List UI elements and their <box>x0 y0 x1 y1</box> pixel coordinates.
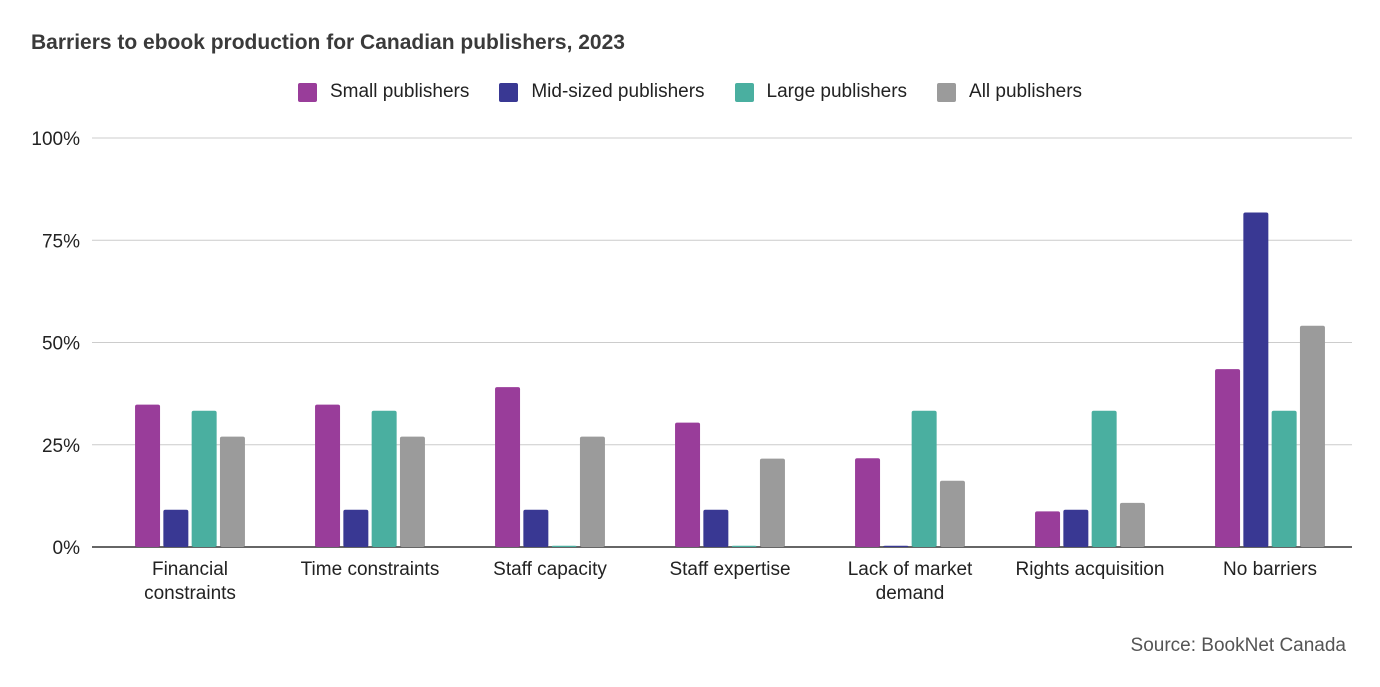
x-tick-label: No barriers <box>1223 559 1317 580</box>
bar-large-publishers-2 <box>551 545 577 547</box>
chart-title: Barriers to ebook production for Canadia… <box>31 31 625 54</box>
x-tick-label: Lack of market demand <box>848 559 973 604</box>
bar-large-publishers-3 <box>731 545 757 547</box>
bar-mid-sized-publishers-3 <box>703 509 729 547</box>
x-axis-ticks: Financial constraints Time constraints Staf… <box>144 559 1317 604</box>
bar-large-publishers-4 <box>911 410 937 547</box>
bar-mid-sized-publishers-2 <box>523 509 549 547</box>
bar-large-publishers-5 <box>1091 410 1117 547</box>
legend: Small publishers Mid-sized publishers La… <box>0 79 1380 105</box>
bar-all-publishers-6 <box>1299 325 1325 547</box>
bar-large-publishers-6 <box>1271 410 1297 547</box>
legend-item-small: Small publishers <box>297 79 470 105</box>
legend-label-large: Large publishers <box>766 81 908 102</box>
bar-mid-sized-publishers-4 <box>883 545 909 547</box>
bar-small-publishers-0 <box>135 404 161 547</box>
bar-small-publishers-6 <box>1215 369 1241 547</box>
legend-label-small: Small publishers <box>329 81 470 102</box>
bar-all-publishers-1 <box>399 436 425 547</box>
legend-label-mid-sized: Mid-sized publishers <box>531 81 705 102</box>
y-tick-label: 75% <box>42 231 80 252</box>
bar-all-publishers-0 <box>219 436 245 547</box>
y-axis-ticks: 0% 25% 50% 75% 100% <box>31 129 80 559</box>
legend-swatch-mid-sized <box>499 82 519 102</box>
gridlines <box>92 137 1352 548</box>
bar-all-publishers-2 <box>579 436 605 547</box>
bar-mid-sized-publishers-6 <box>1243 212 1269 548</box>
legend-swatch-small <box>297 82 317 102</box>
y-tick-label: 100% <box>31 129 80 150</box>
x-tick-label: Rights acquisition <box>1016 559 1165 580</box>
bar-small-publishers-4 <box>855 458 881 547</box>
legend-swatch-all <box>937 82 957 102</box>
legend-label-all: All publishers <box>969 81 1083 102</box>
y-tick-label: 25% <box>42 436 80 457</box>
bar-all-publishers-5 <box>1119 502 1145 547</box>
legend-item-large: Large publishers <box>734 79 908 105</box>
bar-all-publishers-4 <box>939 480 965 547</box>
legend-item-all: All publishers <box>937 79 1082 105</box>
x-tick-label: Staff expertise <box>669 559 790 580</box>
bar-large-publishers-1 <box>371 410 397 547</box>
bar-small-publishers-3 <box>675 422 701 547</box>
bar-mid-sized-publishers-1 <box>343 509 369 547</box>
x-tick-label: Time constraints <box>301 559 440 580</box>
bar-mid-sized-publishers-5 <box>1063 509 1089 547</box>
y-tick-label: 50% <box>42 334 80 355</box>
bars <box>135 212 1325 548</box>
bar-all-publishers-3 <box>759 458 785 547</box>
source-note: Source: BookNet Canada <box>1130 635 1346 656</box>
bar-small-publishers-1 <box>315 404 341 547</box>
bar-mid-sized-publishers-0 <box>163 509 189 547</box>
y-tick-label: 0% <box>53 538 81 559</box>
legend-item-mid-sized: Mid-sized publishers <box>499 79 705 105</box>
bar-large-publishers-0 <box>191 410 217 547</box>
x-tick-label: Staff capacity <box>493 559 607 580</box>
legend-swatch-large <box>734 82 754 102</box>
x-tick-label: Financial constraints <box>144 559 236 604</box>
bar-small-publishers-5 <box>1035 511 1061 547</box>
bar-small-publishers-2 <box>495 387 521 547</box>
